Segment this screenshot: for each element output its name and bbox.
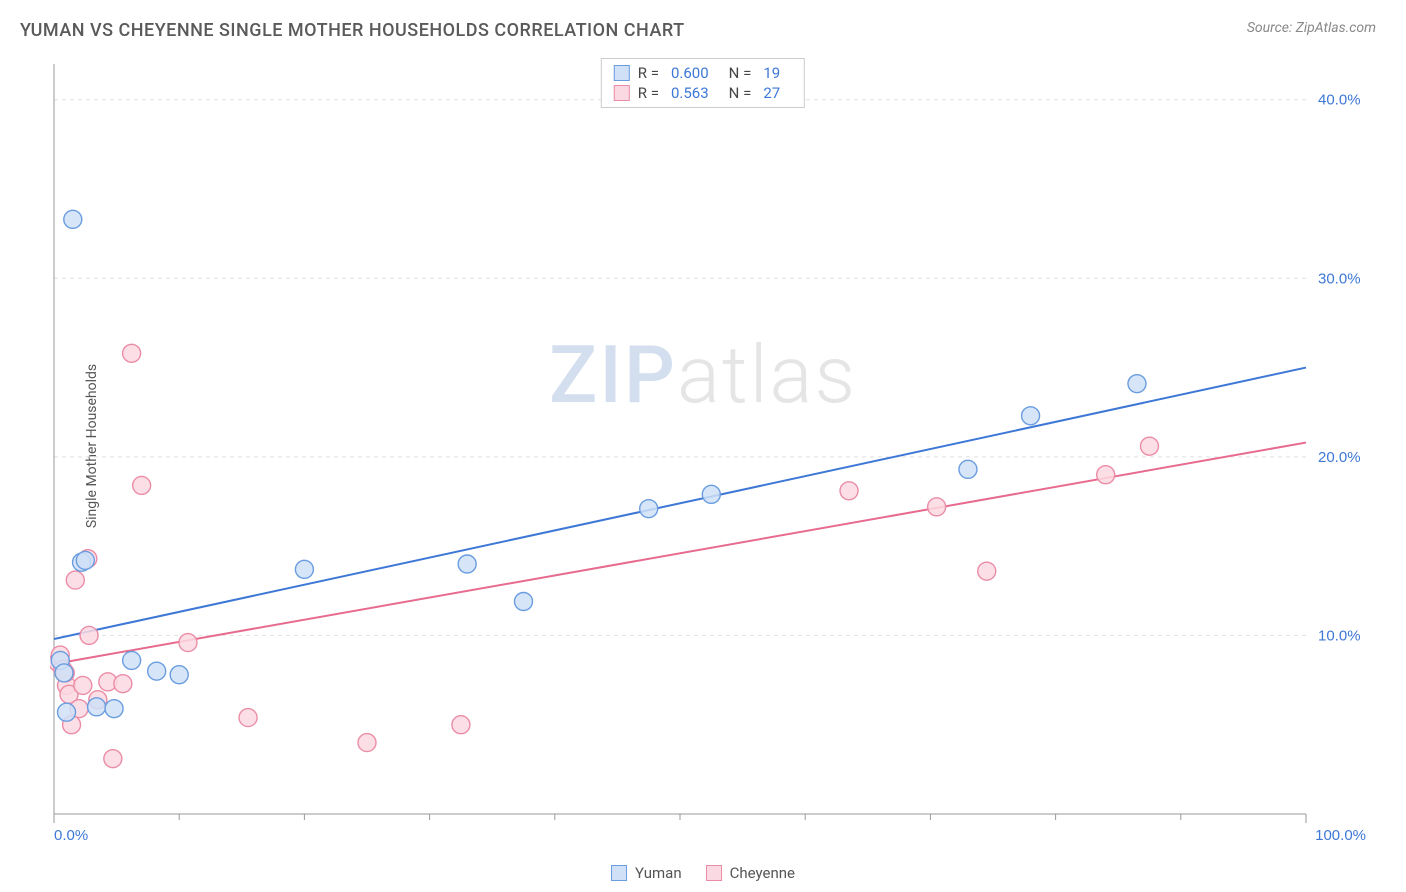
legend-n-value: 19 [763, 64, 780, 82]
svg-text:40.0%: 40.0% [1318, 92, 1361, 109]
legend-label: Cheyenne [730, 864, 795, 882]
legend-n-label: N = [729, 64, 752, 82]
legend-swatch-yuman [611, 865, 627, 881]
legend-n-value: 27 [763, 84, 780, 102]
legend-item: Cheyenne [706, 864, 795, 882]
legend-swatch-cheyenne [706, 865, 722, 881]
scatter-chart: 10.0% 20.0% 30.0% 40.0% 0.0% 100.0% [50, 54, 1376, 862]
legend-r-value: 0.563 [671, 84, 709, 102]
svg-text:30.0%: 30.0% [1318, 270, 1361, 287]
legend-stats: R = 0.600 N = 19 R = 0.563 N = 27 [601, 58, 805, 108]
legend-swatch-cheyenne [614, 85, 630, 101]
svg-text:100.0%: 100.0% [1315, 827, 1366, 844]
chart-header: YUMAN VS CHEYENNE SINGLE MOTHER HOUSEHOL… [0, 0, 1406, 51]
svg-text:20.0%: 20.0% [1318, 449, 1361, 466]
chart-title: YUMAN VS CHEYENNE SINGLE MOTHER HOUSEHOL… [20, 20, 685, 41]
legend-r-value: 0.600 [671, 64, 709, 82]
legend-series: Yuman Cheyenne [611, 864, 795, 882]
svg-text:10.0%: 10.0% [1318, 627, 1361, 644]
legend-r-label: R = [638, 64, 659, 82]
legend-r-label: R = [638, 84, 659, 102]
svg-text:0.0%: 0.0% [54, 827, 88, 844]
legend-item: Yuman [611, 864, 682, 882]
chart-source: Source: ZipAtlas.com [1247, 20, 1376, 36]
legend-swatch-yuman [614, 65, 630, 81]
legend-label: Yuman [635, 864, 682, 882]
chart-plot-area: 10.0% 20.0% 30.0% 40.0% 0.0% 100.0% [50, 54, 1376, 862]
legend-stats-row: R = 0.563 N = 27 [614, 83, 792, 103]
legend-stats-row: R = 0.600 N = 19 [614, 63, 792, 83]
legend-n-label: N = [729, 84, 752, 102]
